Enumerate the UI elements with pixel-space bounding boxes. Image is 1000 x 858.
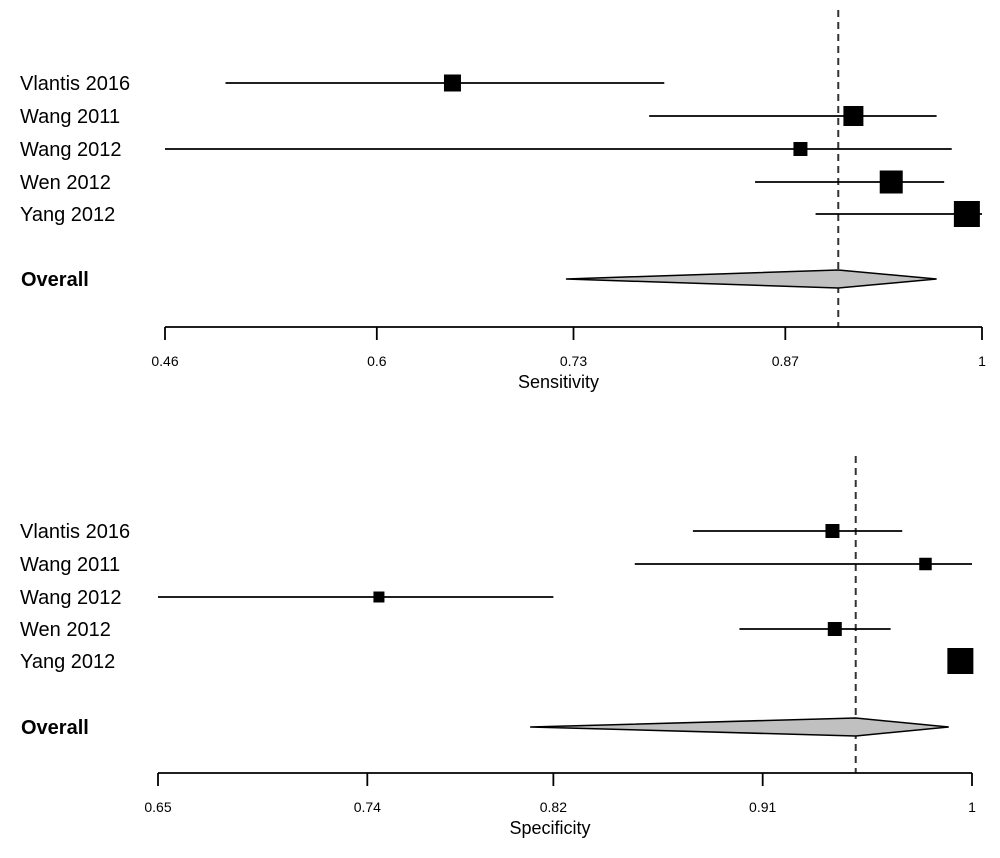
x-tick-label: 0.91: [749, 799, 776, 815]
overall-diamond: [530, 717, 949, 737]
study-label: Yang 2012: [20, 204, 115, 226]
x-tick-label: 0.73: [560, 353, 587, 369]
point-estimate-marker: [919, 557, 932, 571]
specificity-panel: Vlantis 2016 Wang 2011 Wang 2012 Wen 2012 Ya…: [20, 456, 976, 838]
study-label: Wang 2011: [20, 554, 120, 576]
point-estimate-marker: [825, 524, 840, 538]
x-tick-label: 0.82: [540, 799, 567, 815]
point-estimate-marker: [947, 648, 974, 674]
study-label: Wang 2012: [20, 139, 122, 161]
study-label: Wen 2012: [20, 172, 111, 194]
x-tick-label: 0.46: [151, 353, 178, 369]
point-estimate-marker: [879, 170, 903, 194]
sensitivity-panel: Vlantis 2016 Wang 2011 Wang 2012 Wen 2012 Ya…: [20, 10, 986, 392]
point-estimate-marker: [443, 74, 461, 92]
x-tick-label: 0.74: [354, 799, 381, 815]
x-tick-label: 0.6: [367, 353, 387, 369]
point-estimate-marker: [843, 106, 864, 126]
point-estimate-marker: [793, 142, 808, 156]
study-label: Wen 2012: [20, 619, 111, 641]
overall-diamond: [565, 269, 937, 289]
point-estimate-marker: [827, 622, 842, 636]
x-tick-label: 1: [968, 799, 976, 815]
overall-label: Overall: [21, 717, 89, 739]
overall-label: Overall: [21, 269, 89, 291]
study-label: Yang 2012: [20, 651, 115, 673]
point-estimate-marker: [373, 591, 385, 603]
x-axis-title: Specificity: [509, 818, 590, 838]
x-tick-label: 0.87: [772, 353, 799, 369]
x-tick-label: 0.65: [144, 799, 171, 815]
x-axis-title: Sensitivity: [518, 372, 599, 392]
x-tick-label: 1: [978, 353, 986, 369]
point-estimate-marker: [953, 201, 980, 227]
study-label: Vlantis 2016: [20, 521, 130, 543]
study-label: Wang 2012: [20, 587, 122, 609]
study-label: Vlantis 2016: [20, 73, 130, 95]
study-label: Wang 2011: [20, 106, 120, 128]
